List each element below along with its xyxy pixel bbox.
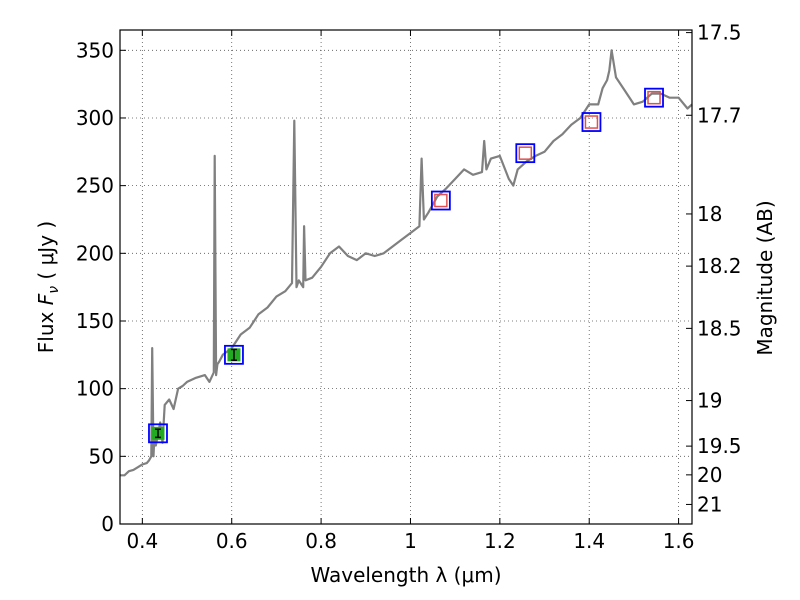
spectrum-layer	[120, 49, 693, 477]
y2-tick-label-6: 19.5	[697, 434, 742, 458]
photometry-point-4	[581, 112, 602, 132]
photometry-box-4	[581, 112, 602, 132]
photometry-box-3	[515, 143, 536, 164]
x-tick-label-1: 0.6	[216, 529, 248, 553]
x-tick-label-3: 1	[404, 529, 417, 553]
x-tick-label-4: 1.2	[484, 529, 516, 553]
x-tick-label-5: 1.4	[573, 529, 605, 553]
y-tick-label-2: 100	[76, 377, 114, 401]
y2-tick-label-3: 18.2	[697, 254, 742, 278]
x-tick-label-0: 0.4	[126, 529, 158, 553]
y2-tick-label-4: 18.5	[697, 316, 742, 340]
photometry-point-5	[644, 87, 664, 108]
y2-tick-label-7: 20	[697, 463, 722, 487]
x-tick-label-6: 1.6	[663, 529, 695, 553]
y2-tick-label-1: 17.7	[697, 103, 742, 127]
y-tick-label-1: 50	[89, 444, 114, 468]
y-tick-label-6: 300	[76, 106, 114, 130]
y-tick-label-4: 200	[76, 241, 114, 265]
y-tick-label-0: 0	[101, 512, 114, 536]
y2-tick-label-5: 19	[697, 389, 722, 413]
y-tick-label-3: 150	[76, 309, 114, 333]
photometry-point-2	[430, 190, 451, 211]
photometry-box-2	[430, 190, 451, 211]
y-axis-label: Flux Fν ( μJy )	[34, 221, 62, 353]
y2-tick-label-8: 21	[697, 492, 722, 516]
photometry-point-0	[148, 423, 168, 444]
y-tick-label-5: 250	[76, 174, 114, 198]
x-axis-label: Wavelength λ (μm)	[310, 563, 501, 587]
photometry-markers	[148, 87, 664, 444]
photometry-box-1	[224, 344, 244, 365]
x-axis-ticks: 0.4 0.6 0.8 1 1.2 1.4 1.6	[126, 30, 695, 553]
spectrum-line	[120, 49, 693, 477]
y-axis-ticks: 0 50 100 150 200 250 300 350	[76, 38, 126, 536]
y2-axis-label: Magnitude (AB)	[753, 200, 777, 355]
photometry-point-1	[224, 344, 244, 365]
photometry-open-marker-2	[434, 193, 448, 208]
photometry-open-marker-5	[647, 90, 661, 105]
grid-lines	[120, 30, 692, 525]
plot-frame	[119, 29, 693, 525]
y2-tick-label-0: 17.5	[697, 21, 742, 45]
x-tick-label-2: 0.8	[305, 529, 337, 553]
y-tick-label-7: 350	[76, 38, 114, 62]
y2-axis-ticks: 17.5 17.7 18 18.2 18.5 19 19.5 20 21	[686, 21, 742, 516]
photometry-box-5	[644, 87, 664, 108]
photometry-open-marker-3	[518, 146, 533, 160]
photometry-open-marker-4	[584, 115, 599, 129]
y2-tick-label-2: 18	[697, 202, 722, 226]
photometry-point-3	[515, 143, 536, 164]
photometry-box-0	[148, 423, 168, 444]
